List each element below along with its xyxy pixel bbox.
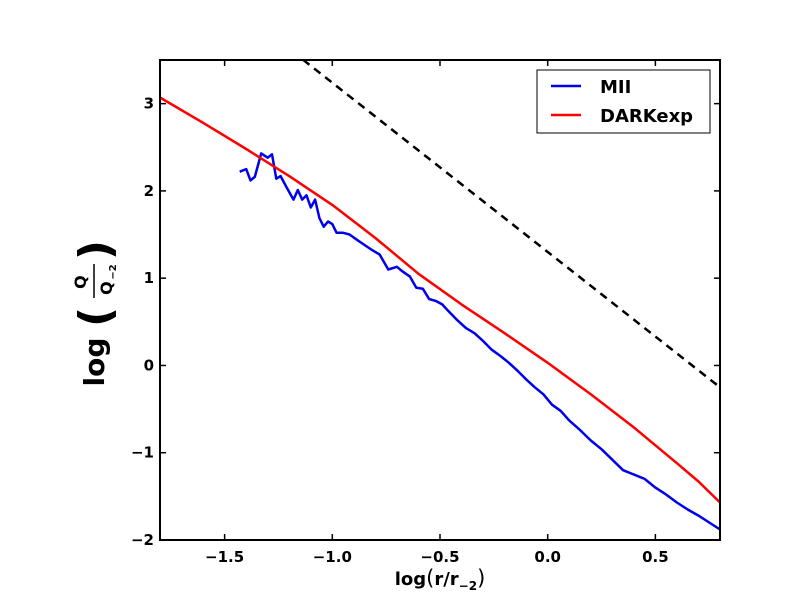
x-tick-label: −1.0: [313, 548, 352, 566]
x-axis-label-paren-open: (: [426, 566, 434, 590]
x-tick-label: 0.0: [534, 548, 561, 566]
ticks-layer: −1.5 −1.0 −0.5 0.0 0.5 −2 −1 0 1 2 3: [131, 60, 720, 566]
x-tick-label: 0.5: [642, 548, 669, 566]
x-axis-label: log(r/r−2): [395, 566, 486, 593]
y-axis-label-denominator: Q: [97, 281, 116, 295]
x-axis-label-paren-close: ): [477, 566, 485, 590]
y-tick-label: −1: [131, 444, 154, 462]
y-axis-label: log ( Q Q −2 ): [70, 240, 121, 387]
y-axis-label-denominator-sub: −2: [108, 264, 119, 279]
x-tick-label: −0.5: [420, 548, 459, 566]
x-axis-label-r: r/r: [434, 569, 458, 590]
y-axis-label-log: log: [78, 338, 111, 387]
legend-label-darkexp: DARKexp: [600, 106, 693, 127]
y-tick-label: 2: [144, 182, 154, 200]
legend-box: [536, 69, 711, 134]
y-axis-label-numerator: Q: [71, 275, 90, 289]
series-line-mii: [239, 152, 720, 531]
x-axis-label-log: log: [395, 569, 426, 590]
x-tick-label: −1.5: [205, 548, 244, 566]
y-axis-label-paren-open: (: [70, 307, 121, 327]
series-line-reference-dashed: [301, 60, 720, 389]
y-tick-label: 3: [144, 95, 154, 113]
series-line-darkexp: [160, 96, 720, 504]
legend: MII DARKexp: [536, 69, 711, 134]
y-axis-label-paren-close: ): [70, 240, 121, 260]
series-layer: [160, 60, 720, 531]
y-tick-label: 0: [144, 356, 154, 374]
y-tick-label: −2: [131, 531, 154, 549]
legend-label-mii: MII: [600, 77, 631, 98]
y-tick-label: 1: [144, 269, 154, 287]
x-axis-label-sub: −2: [459, 579, 477, 593]
